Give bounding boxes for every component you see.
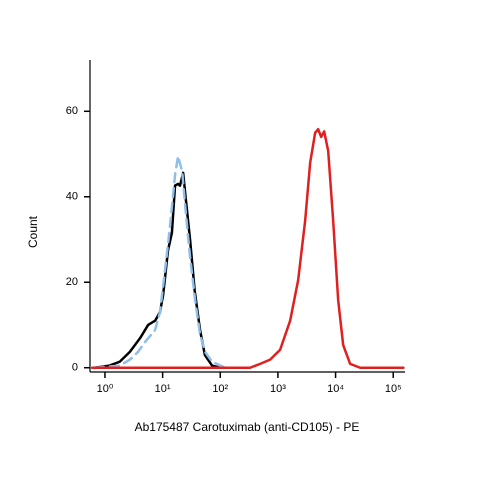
x-tick-label: 10¹ (155, 383, 171, 395)
x-tick-label: 10² (212, 383, 228, 395)
x-tick-label: 10⁴ (327, 383, 344, 395)
y-tick-label: 60 (66, 105, 78, 117)
x-tick-label: 10⁵ (385, 383, 402, 395)
histogram-line (93, 154, 227, 369)
histogram-line (90, 127, 405, 369)
y-tick-label: 0 (72, 362, 78, 374)
y-tick-label: 40 (66, 191, 78, 203)
y-tick-label: 20 (66, 276, 78, 288)
y-axis-title: Count (26, 215, 40, 248)
x-tick-label: 10⁰ (97, 383, 114, 395)
x-axis-title: Ab175487 Carotuximab (anti-CD105) - PE (135, 420, 360, 434)
x-tick-label: 10³ (270, 383, 286, 395)
